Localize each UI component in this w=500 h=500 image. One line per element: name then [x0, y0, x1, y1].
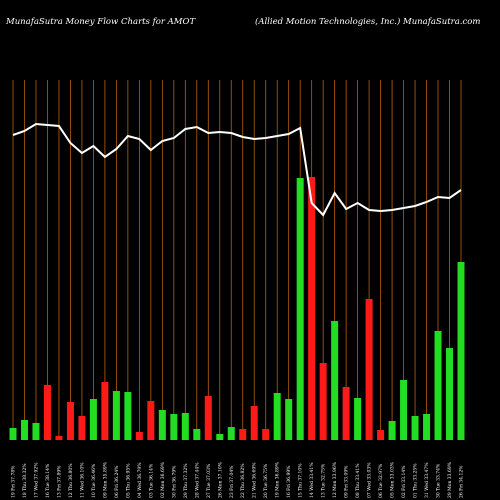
bar [308, 177, 316, 440]
x-tick-label: 06 Tue 32.97% [378, 463, 384, 498]
bar [388, 421, 396, 440]
x-tick-label: 19 Mon 36.89% [275, 461, 281, 498]
x-tick-label: 20 Tue 36.75% [263, 463, 269, 498]
x-tick-label: 18 Thu 38.32% [22, 463, 28, 498]
bar [158, 410, 166, 440]
bar [193, 429, 201, 440]
bar [423, 414, 431, 440]
bar [216, 434, 224, 440]
x-tick-label: 05 Thu 36.95% [125, 463, 131, 498]
bar [227, 427, 235, 440]
bar [20, 420, 28, 440]
x-tick-label: 26 Fri 34.12% [459, 465, 465, 498]
x-tick-label: 16 Tue 38.14% [45, 463, 51, 498]
x-tick-label: 22 Thu 36.82% [240, 463, 246, 498]
bar [55, 436, 63, 440]
x-tick-label: 06 Fri 36.24% [114, 465, 120, 498]
bar [342, 387, 350, 440]
x-tick-label: 12 Mon 33.96% [332, 461, 338, 498]
bar [285, 399, 293, 440]
x-tick-label: 29 Mon 33.69% [447, 461, 453, 498]
x-tick-label: 05 Mon 33.03% [390, 461, 396, 498]
x-tick-label: 09 Fri 33.09% [344, 465, 350, 498]
x-tick-label: 17 Wed 37.92% [33, 462, 39, 498]
x-tick-label: 03 Tue 36.14% [148, 463, 154, 498]
bar [170, 414, 178, 440]
bar [319, 363, 327, 440]
x-tick-label: 26 Mon 37.10% [217, 461, 223, 498]
bar [135, 432, 143, 440]
x-tick-label: 19 Fri 37.78% [11, 465, 17, 498]
x-tick-label: 01 Thu 33.25% [413, 463, 419, 498]
x-tick-label: 13 Tue 32.75% [321, 463, 327, 498]
bar [434, 331, 442, 440]
x-tick-label: 12 Thu 36.80% [68, 463, 74, 498]
x-tick-label: 23 Fri 37.04% [229, 465, 235, 498]
bar [101, 382, 109, 440]
bar [112, 391, 120, 440]
bar [204, 396, 212, 440]
x-tick-label: 15 Thu 37.10% [298, 463, 304, 498]
x-tick-label: 08 Thu 33.41% [355, 463, 361, 498]
x-tick-label: 27 Tue 37.03% [206, 463, 212, 498]
x-tick-label: 31 Wed 33.47% [424, 462, 430, 498]
x-tick-label: 14 Wed 33.41% [309, 462, 315, 498]
bar [273, 393, 281, 440]
x-tick-label: 02 Fri 33.14% [401, 465, 407, 498]
bar [147, 401, 155, 440]
bar [262, 429, 270, 440]
bar [400, 380, 408, 440]
x-tick-label: 07 Wed 33.03% [367, 462, 373, 498]
bar [32, 423, 40, 440]
chart-subtitle: (Allied Motion Technologies, Inc.) Munaf… [255, 16, 480, 27]
bar [124, 392, 132, 440]
bar [250, 406, 258, 440]
bar [43, 385, 51, 440]
price-line [12, 122, 462, 217]
bar [457, 262, 465, 440]
x-tick-label: 16 Fri 36.99% [286, 465, 292, 498]
x-tick-label: 30 Tue 33.74% [436, 463, 442, 498]
x-tick-label: 29 Thu 37.32% [183, 463, 189, 498]
bar [66, 402, 74, 440]
bar [181, 413, 189, 440]
bar [354, 398, 362, 440]
bar [89, 399, 97, 440]
x-tick-label: 04 Wed 36.79% [137, 462, 143, 498]
bar [377, 430, 385, 440]
x-tick-label: 09 Mon 35.89% [102, 461, 108, 498]
bar [239, 429, 247, 440]
x-tick-label: 21 Wed 36.69% [252, 462, 258, 498]
x-tick-label: 11 Wed 36.10% [79, 462, 85, 498]
bar [446, 348, 454, 440]
bar [9, 428, 17, 440]
bar [78, 416, 86, 440]
x-tick-label: 13 Fri 37.89% [56, 465, 62, 498]
x-tick-label: 10 Tue 36.46% [91, 463, 97, 498]
bar [296, 178, 304, 440]
x-tick-label: 28 Wed 37.44% [194, 462, 200, 498]
x-tick-label: 02 Mon 36.69% [160, 461, 166, 498]
bar [331, 321, 339, 440]
bar [365, 299, 373, 440]
chart-title: MunafaSutra Money Flow Charts for AMOT [5, 17, 196, 27]
x-tick-label: 30 Fri 36.79% [171, 465, 177, 498]
bar [411, 416, 419, 440]
